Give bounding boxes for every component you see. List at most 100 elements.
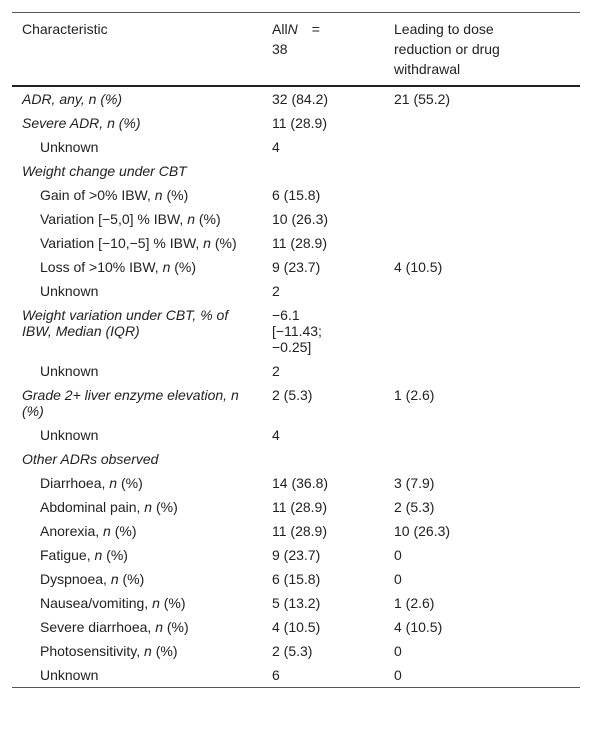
text-run: Gain of >0% IBW,: [40, 187, 155, 203]
value-cell: [384, 231, 580, 255]
text-run: n: [103, 523, 111, 539]
row-label: Unknown: [12, 135, 262, 159]
text-run: (%): [102, 547, 128, 563]
table-row: Diarrhoea, n (%) 14 (36.8) 3 (7.9): [12, 471, 580, 495]
text-run: Severe ADR, n (%): [22, 115, 141, 131]
value-cell: [384, 359, 580, 383]
value-cell: 6 (15.8): [272, 187, 321, 203]
value-cell: 4 (10.5): [394, 259, 443, 275]
text-run: n: [187, 211, 195, 227]
value-cell: 0: [394, 547, 402, 563]
row-label: Severe ADR, n (%): [12, 111, 262, 135]
text-run: (%): [117, 475, 143, 491]
table-row: Severe diarrhoea, n (%) 4 (10.5) 4 (10.5): [12, 615, 580, 639]
value-cell: [384, 111, 580, 135]
value-cell: 4 (10.5): [272, 619, 321, 635]
text-run: Variation [−5,0] % IBW,: [40, 211, 188, 227]
value-cell: 5 (13.2): [272, 595, 321, 611]
text-run: Loss of >10% IBW,: [40, 259, 163, 275]
value-cell: 9 (23.7): [272, 259, 321, 275]
value-cell: 1 (2.6): [394, 387, 435, 403]
text-run: Photosensitivity,: [40, 643, 145, 659]
text-run: n: [144, 499, 153, 515]
text-run: Leading to dose reduction or drug withdr…: [394, 21, 500, 77]
row-label: Variation [−10,−5] % IBW, n (%): [12, 231, 262, 255]
text-run: Diarrhoea,: [40, 475, 110, 491]
value-cell: 2 (5.3): [272, 387, 313, 403]
table-row: Unknown 2: [12, 359, 580, 383]
text-run: Abdominal pain,: [40, 499, 145, 515]
table-row: ADR, any, n (%) 32 (84.2) 21 (55.2): [12, 86, 580, 111]
table-row: Unknown 4: [12, 135, 580, 159]
text-run: Dyspnoea,: [40, 571, 111, 587]
text-run: n: [162, 259, 171, 275]
value-cell: [384, 159, 580, 183]
value-cell: 11 (28.9): [272, 523, 327, 539]
value-cell: 3 (7.9): [394, 475, 435, 491]
table-row: Unknown 2: [12, 279, 580, 303]
row-label: Diarrhoea, n (%): [12, 471, 262, 495]
row-label: Abdominal pain, n (%): [12, 495, 262, 519]
text-run: (%): [162, 619, 189, 635]
row-label: Photosensitivity, n (%): [12, 639, 262, 663]
value-cell: 10 (26.3): [394, 523, 451, 539]
value-cell: [384, 207, 580, 231]
table-row: Severe ADR, n (%) 11 (28.9): [12, 111, 580, 135]
table-body: ADR, any, n (%) 32 (84.2) 21 (55.2) Severe …: [12, 86, 580, 688]
text-run: N: [287, 21, 298, 37]
table-row: Variation [−5,0] % IBW, n (%) 10 (26.3): [12, 207, 580, 231]
value-cell: 0: [394, 571, 402, 587]
text-run: Unknown: [40, 667, 99, 683]
text-run: Grade 2+ liver enzyme elevation, n (%): [22, 387, 239, 419]
text-run: (%): [110, 523, 137, 539]
row-label: Unknown: [12, 279, 262, 303]
text-run: n: [203, 235, 211, 251]
text-run: Nausea/vomiting,: [40, 595, 153, 611]
value-cell: 1 (2.6): [394, 595, 435, 611]
row-label: Weight variation under CBT, % of IBW, Me…: [12, 303, 262, 359]
text-run: (%): [162, 187, 189, 203]
text-run: n: [154, 187, 163, 203]
text-run: (%): [159, 595, 186, 611]
value-cell: [384, 447, 580, 471]
row-label: Other ADRs observed: [12, 447, 262, 471]
value-cell: 4 (10.5): [394, 619, 443, 635]
text-run: n: [144, 643, 152, 659]
row-label: Fatigue, n (%): [12, 543, 262, 567]
row-label: Unknown: [12, 663, 262, 688]
text-run: All: [272, 21, 288, 37]
text-run: Other ADRs observed: [22, 451, 159, 467]
row-label: Severe diarrhoea, n (%): [12, 615, 262, 639]
value-cell: 14 (36.8): [272, 475, 329, 491]
table-row: Dyspnoea, n (%) 6 (15.8) 0: [12, 567, 580, 591]
value-cell: 2: [272, 363, 280, 379]
text-run: Variation [−10,−5] % IBW,: [40, 235, 204, 251]
table-row: Variation [−10,−5] % IBW, n (%) 11 (28.9): [12, 231, 580, 255]
row-label: Loss of >10% IBW, n (%): [12, 255, 262, 279]
table-row: Unknown 4: [12, 423, 580, 447]
value-cell: 32 (84.2): [272, 91, 329, 107]
value-cell: 0: [394, 667, 402, 683]
table-row: Grade 2+ liver enzyme elevation, n (%) 2 …: [12, 383, 580, 423]
header-row: Characteristic AllN = 38 Leading to dose re…: [12, 12, 580, 86]
row-label: Dyspnoea, n (%): [12, 567, 262, 591]
text-run: ADR, any, n (%): [22, 91, 123, 107]
value-cell: [384, 135, 580, 159]
table-row: Fatigue, n (%) 9 (23.7) 0: [12, 543, 580, 567]
text-run: n: [109, 475, 118, 491]
row-label: Grade 2+ liver enzyme elevation, n (%): [12, 383, 262, 423]
row-label: Variation [−5,0] % IBW, n (%): [12, 207, 262, 231]
value-cell: 6: [272, 667, 280, 683]
row-label: Nausea/vomiting, n (%): [12, 591, 262, 615]
text-run: Unknown: [40, 427, 99, 443]
text-run: Fatigue,: [40, 547, 95, 563]
text-run: n: [110, 571, 119, 587]
table-row: Weight change under CBT: [12, 159, 580, 183]
value-cell: 2 (5.3): [272, 643, 313, 659]
text-run: n: [94, 547, 103, 563]
text-run: Weight variation under CBT, % of IBW, Me…: [22, 307, 229, 339]
table-row: Unknown 6 0: [12, 663, 580, 688]
table-row: Photosensitivity, n (%) 2 (5.3) 0: [12, 639, 580, 663]
text-run: Characteristic: [22, 21, 108, 37]
